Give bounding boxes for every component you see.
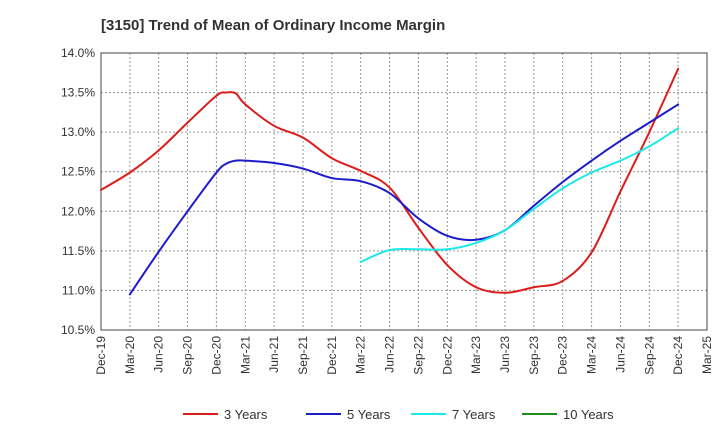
y-tick-label: 13.5% bbox=[61, 86, 95, 100]
series-line-5-years bbox=[128, 103, 680, 296]
x-tick-label: Jun-22 bbox=[383, 336, 397, 373]
x-tick-label: Dec-21 bbox=[325, 336, 339, 375]
x-tick-label: Sep-21 bbox=[296, 336, 310, 375]
grid bbox=[101, 53, 707, 330]
y-tick-label: 10.5% bbox=[61, 323, 95, 337]
y-tick-label: 12.0% bbox=[61, 204, 95, 218]
y-tick-label: 14.0% bbox=[61, 46, 95, 60]
x-tick-label: Jun-21 bbox=[267, 336, 281, 373]
y-tick-label: 11.0% bbox=[62, 283, 95, 297]
y-tick-label: 12.5% bbox=[61, 165, 95, 179]
x-axis: Dec-19 Mar-20 Jun-20 Sep-20 Dec-20 Mar-21 Jun-… bbox=[94, 336, 714, 375]
x-tick-label: Mar-21 bbox=[238, 336, 252, 374]
plot-frame bbox=[100, 52, 708, 331]
x-tick-label: Jun-20 bbox=[152, 336, 166, 373]
x-tick-label: Jun-23 bbox=[498, 336, 512, 373]
chart-title: [3150] Trend of Mean of Ordinary Income … bbox=[101, 17, 445, 34]
x-tick-label: Mar-23 bbox=[469, 336, 483, 374]
x-tick-label: Dec-19 bbox=[94, 336, 108, 375]
y-tick-label: 13.0% bbox=[61, 125, 95, 139]
x-tick-label: Mar-22 bbox=[354, 336, 368, 374]
legend-label: 10 Years bbox=[563, 407, 614, 422]
x-tick-label: Mar-20 bbox=[123, 336, 137, 374]
x-tick-label: Mar-25 bbox=[700, 336, 714, 374]
legend-label: 7 Years bbox=[452, 407, 496, 422]
legend: 3 Years 5 Years 7 Years 10 Years bbox=[183, 407, 614, 422]
x-tick-label: Sep-23 bbox=[527, 336, 541, 375]
x-tick-label: Dec-20 bbox=[209, 336, 223, 375]
x-tick-label: Sep-20 bbox=[181, 336, 195, 375]
y-tick-label: 11.5% bbox=[62, 244, 95, 258]
y-axis: 10.5% 11.0% 11.5% 12.0% 12.5% 13.0% 13.5% 14.0% bbox=[61, 46, 95, 337]
x-tick-label: Sep-22 bbox=[411, 336, 425, 375]
legend-label: 3 Years bbox=[224, 407, 268, 422]
legend-label: 5 Years bbox=[347, 407, 391, 422]
series-lines bbox=[100, 67, 680, 296]
x-tick-label: Mar-24 bbox=[585, 336, 599, 374]
x-tick-label: Dec-24 bbox=[671, 336, 685, 375]
x-tick-label: Dec-22 bbox=[440, 336, 454, 375]
series-line-7-years bbox=[359, 127, 680, 263]
x-tick-label: Dec-23 bbox=[556, 336, 570, 375]
series-line-3-years bbox=[100, 67, 680, 294]
x-tick-label: Sep-24 bbox=[642, 336, 656, 375]
x-tick-label: Jun-24 bbox=[613, 336, 627, 373]
